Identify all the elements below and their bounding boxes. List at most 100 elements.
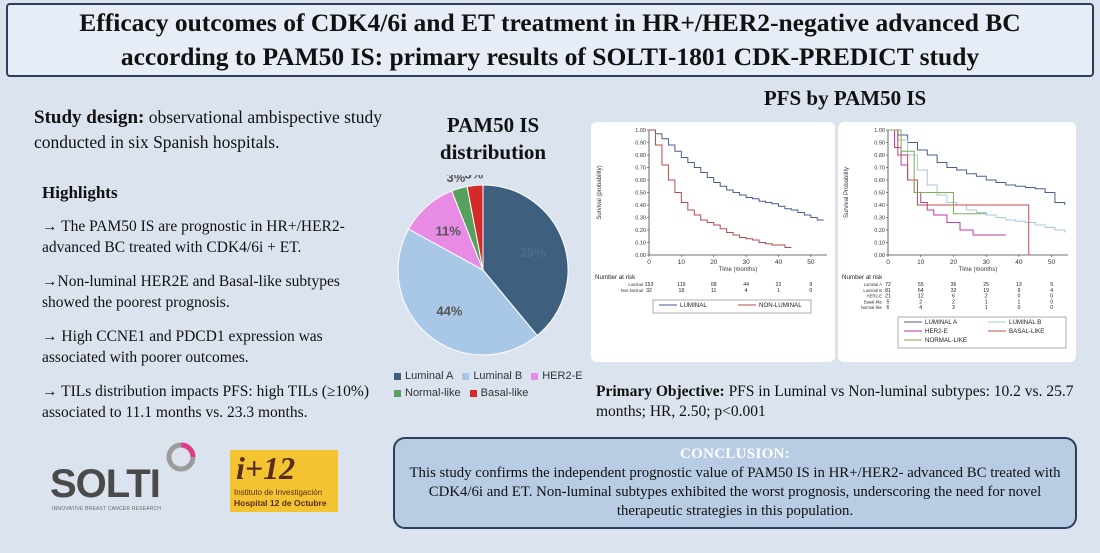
x-tick-label: 20 [950,259,958,266]
legend-swatch [394,389,401,397]
x-tick-label: 30 [742,259,750,266]
risk-value: 1 [985,305,988,311]
y-tick-label: 0.70 [874,166,885,172]
risk-row-name: Non-luminal [621,288,643,293]
risk-value: 0 [1017,294,1020,300]
risk-row-name: HER2-E [867,294,883,299]
risk-value: 32 [646,288,652,294]
primary-objective-text: PFS in Luminal vs Non-luminal subtypes: … [596,383,1074,420]
risk-value: 2 [985,294,988,300]
x-axis-label: Time (months) [959,267,997,273]
km-line-luminal-b [888,129,1066,233]
risk-row-name: Normal-like [861,305,883,310]
i12-hospital: Hospital 12 de Octubre [234,498,327,508]
km-chart-1: 0.00 0.10 0.20 0.30 0.40 0.50 0.60 0.70 0.80 0.90… [595,128,827,314]
pfs-title: PFS by PAM50 IS [763,86,927,110]
risk-value: 3 [952,305,955,311]
solti-tagline: INNOVATIVE BREAST CANCER RESEARCH [52,506,162,512]
highlight-item: → The PAM50 IS are prognostic in HR+/HER… [42,217,345,257]
highlight-item: → TILs distribution impacts PFS: high TI… [42,382,369,422]
legend-label: Basal-like [480,387,529,399]
risk-value: 6 [952,294,955,300]
pie-slice-luminal-b [397,228,538,356]
risk-value: 18 [678,288,684,294]
risk-value: 0 [809,288,812,294]
risk-value: 44 [743,282,749,288]
legend-label: Luminal A [405,370,454,382]
x-tick-label: 30 [983,259,991,266]
primary-objective: Primary Objective: PFS in Luminal vs Non… [596,382,1076,422]
conclusion-text: This study confirms the independent prog… [409,465,1061,519]
risk-value: 119 [677,282,685,288]
legend-label: Normal-like [405,387,461,399]
conclusion-box: CONCLUSION: This study confirms the inde… [393,437,1077,529]
x-tick-label: 50 [807,259,815,266]
x-tick-label: 0 [886,259,890,266]
legend-item-basal-like: Basal-like [469,387,529,399]
i12-institute: Instituto de Investigación [234,488,323,497]
risk-value: 72 [885,282,891,288]
y-tick-label: 0.90 [635,141,646,147]
pie-data-label: 3% [464,175,483,181]
highlight-item: →Non-luminal HER2E and Basal-like subtyp… [42,272,340,312]
risk-table-label: Number at risk [842,274,883,281]
highlights-section: Highlights → The PAM50 IS are prognostic… [42,182,382,436]
pie-data-label: 3% [447,175,466,185]
x-axis-label: Time (months) [719,267,757,273]
i12-mark: i+12 [236,450,296,486]
x-tick-label: 20 [710,259,718,266]
risk-value: 13 [1016,282,1022,288]
km-plot-by-subtype: 0.00 0.10 0.20 0.30 0.40 0.50 0.60 0.70 0.80 0.90… [838,122,1076,362]
y-tick-label: 0.50 [874,191,885,197]
highlights-heading: Highlights [42,183,118,202]
legend-label: NORMAL-LIKE [925,337,967,344]
y-tick-label: 1.00 [874,128,885,134]
risk-value: 11 [711,288,716,294]
risk-value: 0 [1050,294,1053,300]
pie-slice-basal-like [466,184,484,271]
legend-label: LUMINAL [680,302,707,309]
y-tick-label: 0.30 [874,216,885,222]
risk-value: 68 [711,282,717,288]
pie-chart: 39% 44% 11% 3%3% [397,175,569,356]
pie-data-label: 39% [520,245,546,260]
km-legend [897,316,1067,349]
solti-logo: SOLTI INNOVATIVE BREAST CANCER RESEARCH [48,440,198,515]
title-line-1: Efficacy outcomes of CDK4/6i and ET trea… [79,8,1021,37]
title-line-2: according to PAM50 IS: primary results o… [120,42,980,71]
risk-value: 2 [952,299,955,305]
pie-data-label: 11% [435,223,461,238]
risk-value: 0 [1050,305,1053,311]
y-tick-label: 0.60 [874,178,885,184]
risk-value: 64 [918,288,924,294]
conclusion-heading: CONCLUSION: [680,446,790,462]
km-line-luminal [649,129,824,221]
primary-objective-label: Primary Objective: [596,383,725,400]
risk-value: 55 [918,282,924,288]
km-line-basal-like [888,129,1030,255]
y-tick-label: 0.30 [635,216,646,222]
risk-value: 6 [887,305,890,311]
risk-value: 36 [951,282,957,288]
x-tick-label: 10 [678,259,686,266]
risk-value: 2 [919,299,922,305]
risk-row-name: Basal-like [864,299,883,304]
risk-value: 9 [1017,288,1020,294]
risk-value: 4 [1050,288,1053,294]
risk-value: 9 [809,282,812,288]
y-tick-label: 0.50 [635,191,646,197]
highlight-item: → High CCNE1 and PDCD1 expression was as… [42,327,323,367]
y-axis-label: Survival (probability) [597,165,603,219]
solti-wordmark: SOLTI [50,462,161,506]
legend-item-luminal-a: Luminal A [394,370,453,382]
legend-label: HER2-E [542,370,583,382]
legend-item-luminal-b: Luminal B [462,370,522,382]
y-tick-label: 0.80 [635,153,646,159]
risk-value: 81 [885,288,891,294]
risk-row-name: Luminal B [863,288,882,293]
title-banner: Efficacy outcomes of CDK4/6i and ET trea… [6,3,1094,77]
y-tick-label: 0.10 [635,241,646,247]
risk-value: 12 [918,294,924,300]
legend-label: NON-LUMINAL [759,302,802,309]
risk-value: 0 [1050,299,1053,305]
